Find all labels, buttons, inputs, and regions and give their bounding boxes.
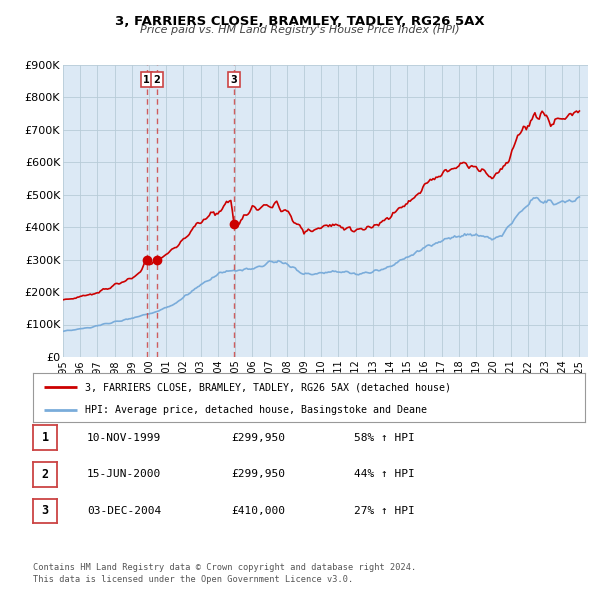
Text: 58% ↑ HPI: 58% ↑ HPI xyxy=(354,433,415,442)
Text: 3: 3 xyxy=(230,74,237,84)
Text: Contains HM Land Registry data © Crown copyright and database right 2024.: Contains HM Land Registry data © Crown c… xyxy=(33,563,416,572)
Text: 2: 2 xyxy=(154,74,160,84)
Text: Price paid vs. HM Land Registry's House Price Index (HPI): Price paid vs. HM Land Registry's House … xyxy=(140,25,460,35)
Text: £299,950: £299,950 xyxy=(231,433,285,442)
Text: £299,950: £299,950 xyxy=(231,470,285,479)
Text: 2: 2 xyxy=(41,468,49,481)
Text: 3: 3 xyxy=(41,504,49,517)
Text: 15-JUN-2000: 15-JUN-2000 xyxy=(87,470,161,479)
Text: 3, FARRIERS CLOSE, BRAMLEY, TADLEY, RG26 5AX (detached house): 3, FARRIERS CLOSE, BRAMLEY, TADLEY, RG26… xyxy=(85,382,451,392)
Text: 44% ↑ HPI: 44% ↑ HPI xyxy=(354,470,415,479)
Text: This data is licensed under the Open Government Licence v3.0.: This data is licensed under the Open Gov… xyxy=(33,575,353,584)
Text: 1: 1 xyxy=(41,431,49,444)
Text: HPI: Average price, detached house, Basingstoke and Deane: HPI: Average price, detached house, Basi… xyxy=(85,405,427,415)
Text: £410,000: £410,000 xyxy=(231,506,285,516)
Text: 27% ↑ HPI: 27% ↑ HPI xyxy=(354,506,415,516)
Text: 10-NOV-1999: 10-NOV-1999 xyxy=(87,433,161,442)
Text: 3, FARRIERS CLOSE, BRAMLEY, TADLEY, RG26 5AX: 3, FARRIERS CLOSE, BRAMLEY, TADLEY, RG26… xyxy=(115,15,485,28)
Text: 1: 1 xyxy=(143,74,150,84)
Text: 03-DEC-2004: 03-DEC-2004 xyxy=(87,506,161,516)
